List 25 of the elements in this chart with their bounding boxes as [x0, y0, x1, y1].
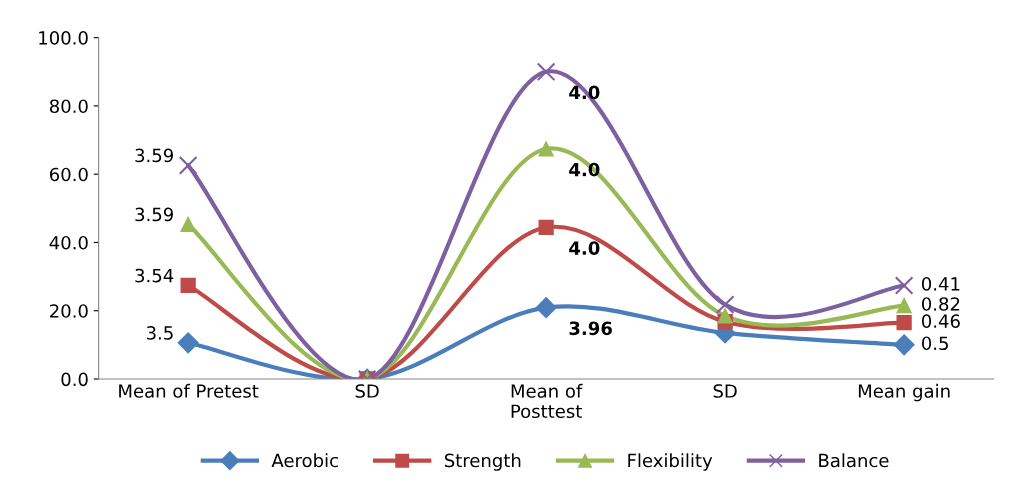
- legend-label: Flexibility: [628, 453, 713, 471]
- annotation: 0.46: [921, 314, 960, 328]
- y-tick-label: 60.0: [49, 167, 88, 182]
- annotation: 3.59: [135, 148, 173, 163]
- legend-label: Balance: [819, 453, 889, 468]
- x-tick-label: SD: [713, 384, 737, 398]
- legend-label: Strength: [444, 453, 521, 471]
- x-tick-label: Mean of Posttest: [511, 383, 583, 419]
- annotation: 0.41: [921, 277, 960, 291]
- y-tick-label: 40.0: [49, 235, 88, 250]
- annotation: 4.0: [569, 241, 600, 255]
- annotation: 3.54: [135, 268, 174, 283]
- x-tick-label: SD: [355, 384, 379, 398]
- x-tick-label: Mean of Pretest: [119, 383, 259, 398]
- annotation: 3.5: [146, 326, 173, 340]
- y-tick-label: 80.0: [49, 99, 88, 114]
- y-tick-label: 100.0: [39, 31, 88, 45]
- annotation: 0.5: [921, 336, 948, 351]
- x-tick-label: Mean gain: [858, 383, 950, 402]
- y-tick-label: 20.0: [50, 304, 88, 318]
- annotation: 0.82: [921, 297, 960, 311]
- annotation: 3.59: [135, 207, 173, 222]
- legend-label: Aerobic: [271, 453, 338, 468]
- y-tick-label: 0.0: [61, 372, 88, 387]
- annotation: 3.96: [569, 321, 612, 336]
